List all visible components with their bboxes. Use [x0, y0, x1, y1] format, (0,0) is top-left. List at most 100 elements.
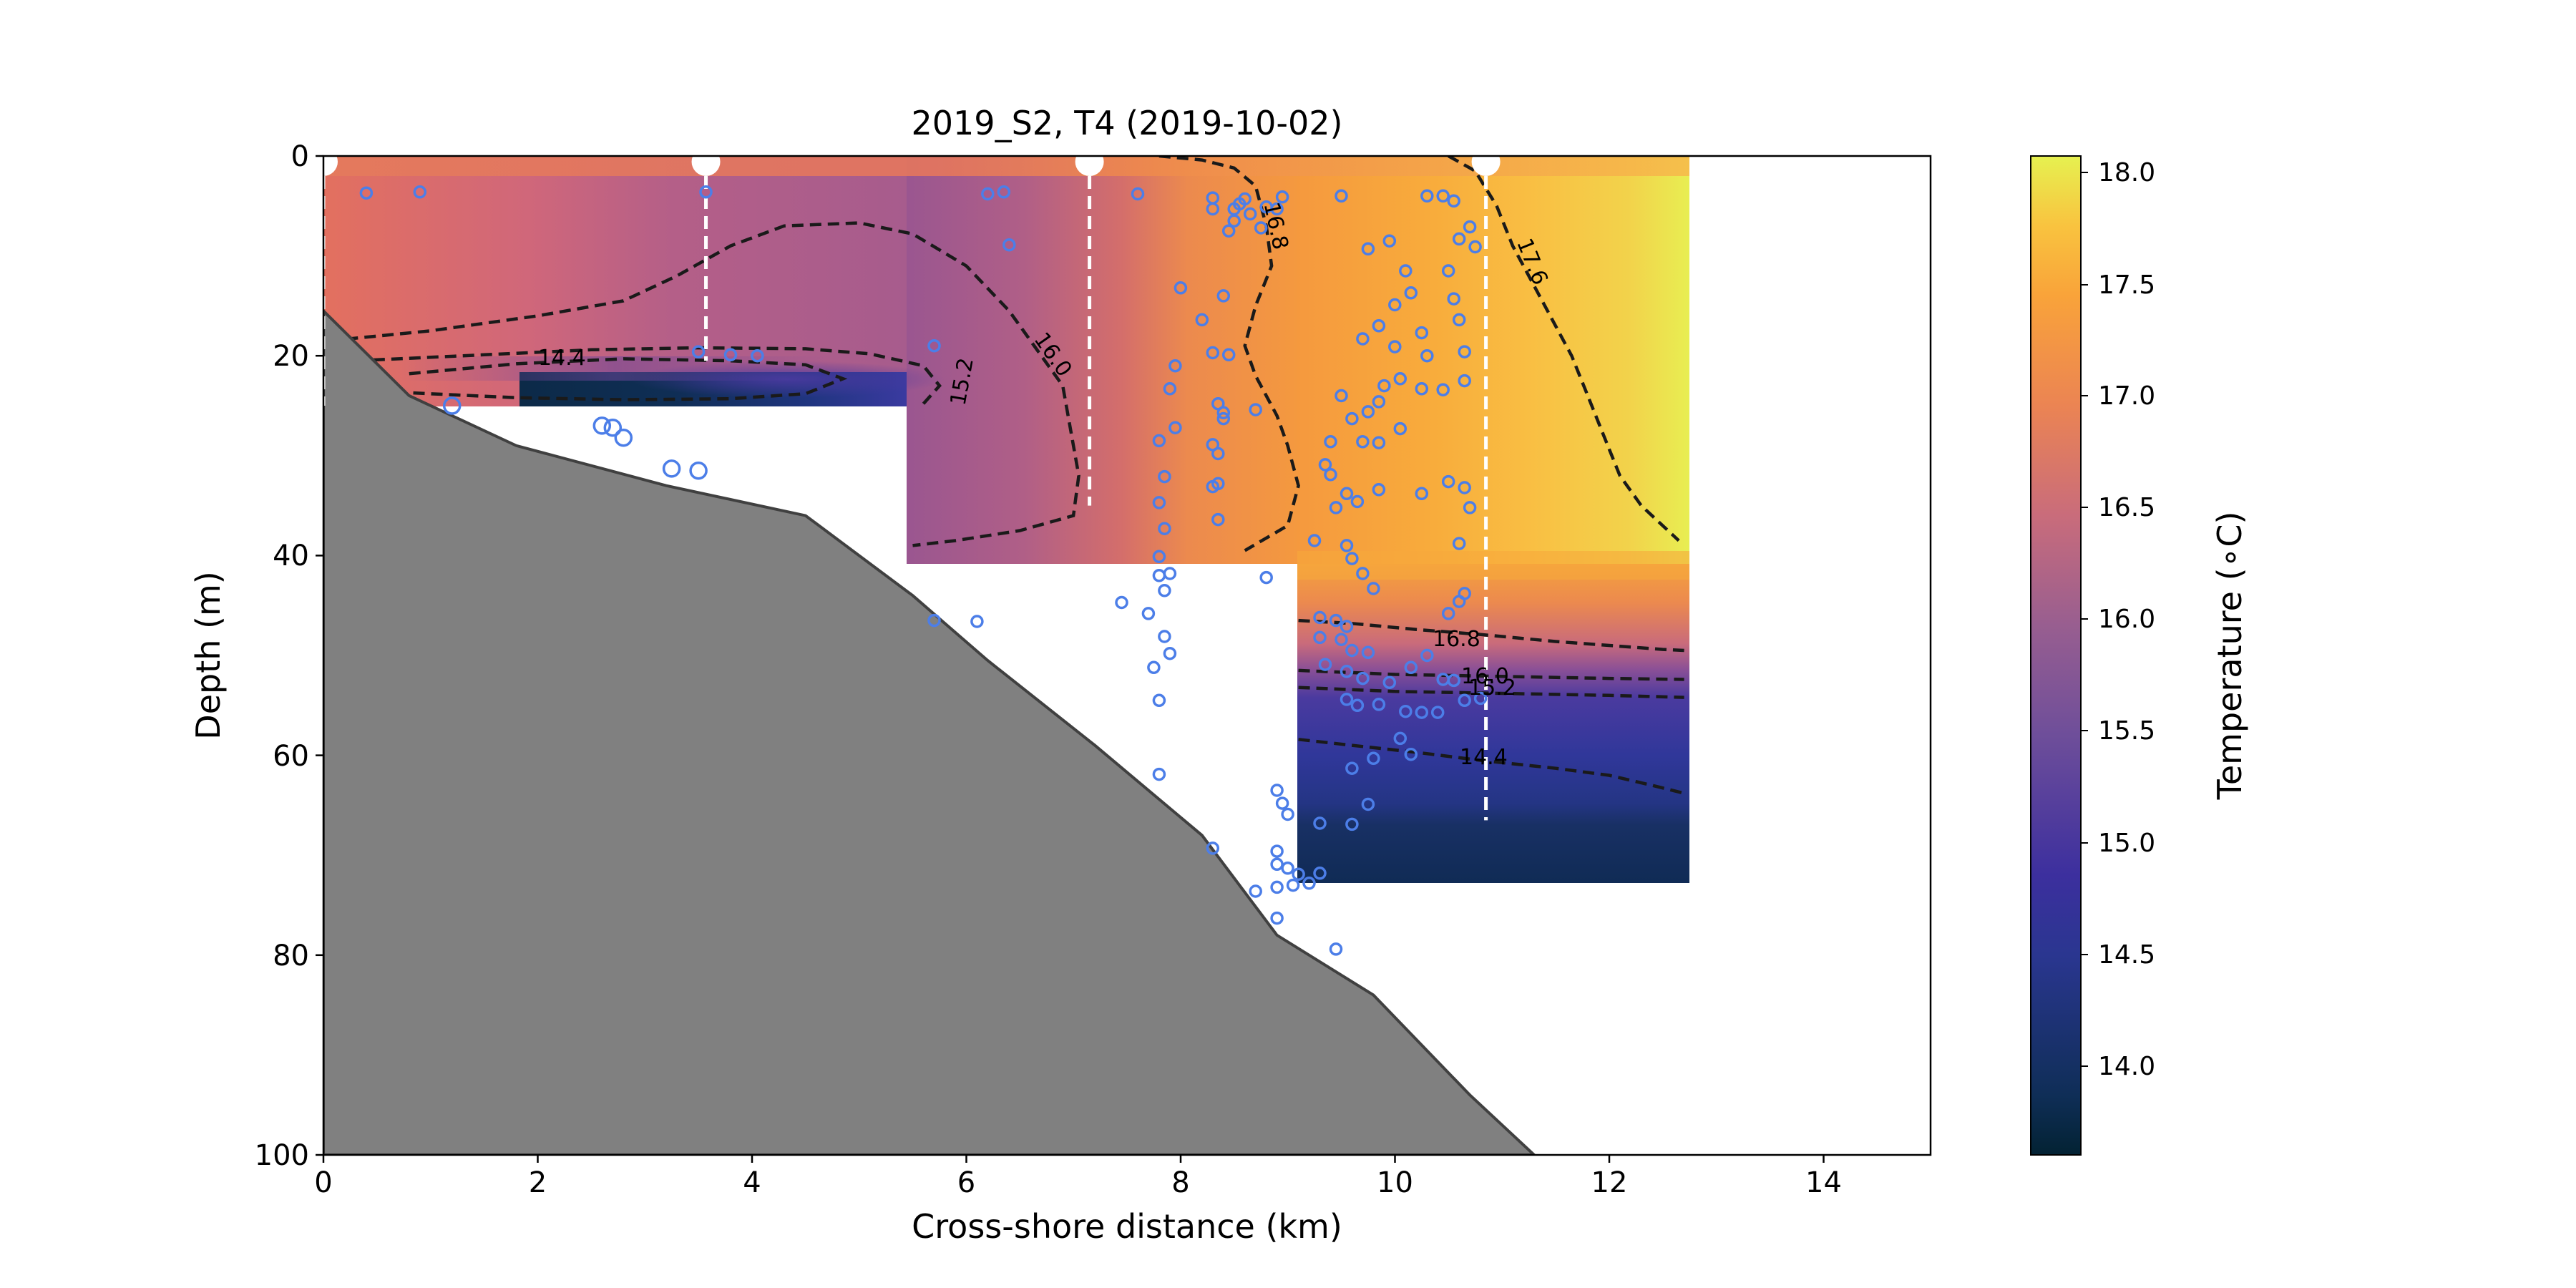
sensor-point — [1458, 345, 1471, 358]
sensor-point — [751, 348, 764, 363]
field-surface — [323, 156, 1689, 176]
sensor-point — [1158, 584, 1171, 597]
colorbar-label: Temperature (∘C) — [2210, 512, 2249, 801]
isotherm-line — [1448, 156, 1680, 542]
sensor-point — [1216, 411, 1231, 426]
sensor-point — [1415, 487, 1429, 501]
sensor-point — [1404, 286, 1418, 300]
sensor-point — [1275, 796, 1289, 810]
sensor-point — [359, 186, 374, 200]
sensor-point — [1307, 534, 1322, 547]
sensor-point — [1340, 487, 1354, 501]
sensor-point — [1345, 552, 1359, 565]
sensor-point — [1275, 190, 1289, 204]
sensor-point — [1361, 797, 1375, 811]
sensor-point — [1372, 436, 1386, 449]
sensor-point — [1473, 691, 1488, 706]
sensor-point — [1329, 501, 1343, 514]
field-deep — [1297, 564, 1689, 883]
sensor-point — [1404, 747, 1418, 761]
colorbar: 14.0 14.5 15.0 15.5 16.0 16.5 17.0 17.5 … — [2030, 155, 2249, 1156]
x-tick-label: 10 — [1377, 1166, 1413, 1199]
sensor-point — [1152, 550, 1166, 564]
sensor-point — [1356, 332, 1370, 346]
colorbar-tick-label: 16.5 — [2098, 493, 2155, 522]
sensor-point — [413, 185, 427, 199]
sensor-point — [662, 459, 681, 478]
sensor-point — [1447, 292, 1460, 306]
sensor-point — [1430, 706, 1445, 719]
sensor-point — [1458, 481, 1471, 494]
y-tick-label: 20 — [273, 340, 309, 373]
sensor-point — [1340, 665, 1354, 678]
y-axis-label: Depth (m) — [189, 571, 228, 739]
sensor-point — [1340, 693, 1354, 706]
sensor-point — [1404, 660, 1418, 675]
sensor-point — [1221, 224, 1236, 238]
sensor-point — [1356, 435, 1370, 449]
sensor-point — [1393, 731, 1407, 746]
x-axis: 0 2 4 6 8 10 12 14 — [314, 1155, 1842, 1199]
isotherm-line — [409, 357, 848, 401]
contour-label: 16.0 — [1461, 664, 1509, 689]
sensor-point — [1329, 613, 1343, 628]
sensor-point — [1452, 232, 1466, 246]
sensor-point — [1292, 867, 1305, 881]
colorbar-tick-label: 18.0 — [2098, 158, 2155, 187]
y-tick-label: 40 — [273, 540, 309, 572]
sensor-point — [1313, 816, 1327, 830]
sensor-point — [1377, 379, 1391, 393]
sensor-point — [1206, 202, 1220, 216]
sensor-point — [1158, 522, 1171, 535]
sensor-point — [1318, 658, 1332, 671]
sensor-point — [1313, 630, 1327, 645]
sensor-point — [1420, 348, 1434, 363]
sensor-point — [1388, 340, 1402, 353]
sensor-point — [1415, 706, 1429, 719]
sensor-point — [1158, 630, 1171, 643]
sensor-point — [1152, 569, 1166, 582]
plot-frame — [322, 155, 1932, 1156]
sensor-point — [1447, 194, 1460, 208]
y-tick-label: 60 — [273, 740, 309, 773]
sensor-point — [1361, 405, 1375, 419]
sensor-point — [1441, 607, 1455, 620]
isotherm-contours — [328, 156, 1685, 795]
sensor-point — [1388, 298, 1402, 312]
sensor-point — [1115, 595, 1128, 610]
sensor-point — [1163, 382, 1177, 396]
y-tick-label: 80 — [273, 940, 309, 972]
sensor-point — [1221, 348, 1236, 362]
sensor-point — [981, 187, 995, 201]
sensor-point — [1169, 358, 1182, 373]
contour-label: 16.8 — [1433, 627, 1480, 652]
isotherm-line — [1298, 618, 1684, 653]
isotherm-line — [1298, 738, 1685, 795]
sensor-point — [1238, 192, 1252, 206]
x-axis-label: Cross-shore distance (km) — [912, 1207, 1342, 1246]
sensor-point — [970, 615, 984, 628]
sensor-point — [1302, 877, 1316, 890]
x-tick-label: 14 — [1805, 1166, 1842, 1199]
sensor-point — [1163, 567, 1177, 580]
x-tick-label: 8 — [1171, 1166, 1189, 1199]
sensor-point — [1340, 620, 1354, 633]
sensor-point — [1002, 238, 1016, 252]
sensor-point — [927, 338, 941, 353]
sensor-point — [1169, 421, 1182, 434]
sensor-point — [1195, 313, 1209, 327]
sensor-point — [1206, 346, 1220, 360]
colorbar-tick-label: 17.5 — [2098, 270, 2155, 300]
sensor-point — [1254, 221, 1268, 235]
sensor-point — [1372, 483, 1386, 497]
sensor-point — [1415, 382, 1429, 396]
contour-label: 15.2 — [1468, 675, 1516, 701]
isotherm-line — [328, 221, 1080, 547]
sensor-point — [1152, 434, 1166, 448]
sensor-point — [1163, 646, 1177, 660]
sensor-point — [1270, 880, 1284, 894]
sensor-point — [1356, 671, 1370, 686]
sensor-point — [1452, 537, 1466, 550]
station-marker — [691, 156, 721, 176]
sensor-point — [927, 613, 941, 628]
